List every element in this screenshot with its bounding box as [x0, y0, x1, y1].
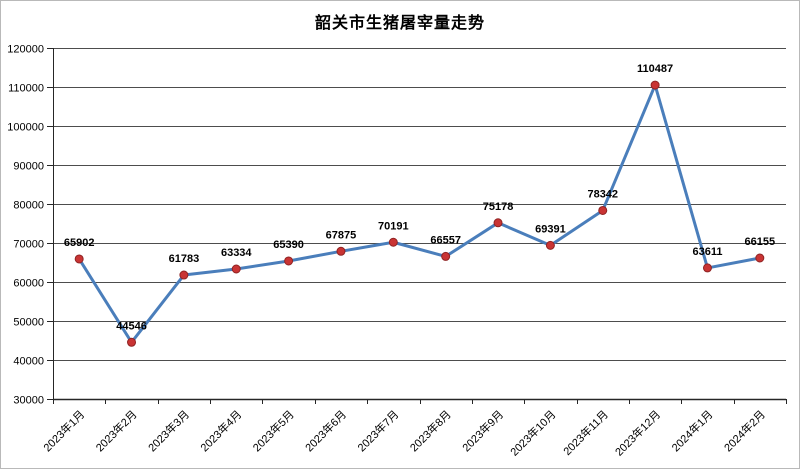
- x-axis-label: 2023年11月: [560, 407, 611, 458]
- data-point: [493, 218, 503, 228]
- data-point: [231, 264, 241, 274]
- y-axis-label: 60000: [13, 278, 44, 290]
- y-axis-label: 80000: [13, 200, 44, 212]
- x-axis-label: 2023年1月: [40, 407, 87, 454]
- data-label: 69391: [535, 223, 566, 235]
- data-point: [702, 263, 712, 273]
- x-axis-label: 2023年8月: [407, 407, 454, 454]
- data-label: 78342: [587, 188, 618, 200]
- y-axis-label: 50000: [13, 317, 44, 329]
- data-point: [179, 270, 189, 280]
- data-point: [441, 251, 451, 261]
- data-point: [755, 253, 765, 263]
- series-line: [77, 83, 762, 344]
- y-axis-label: 110000: [8, 83, 44, 95]
- data-label: 110487: [637, 63, 673, 75]
- data-label: 66155: [745, 236, 776, 248]
- data-label: 70191: [378, 220, 409, 232]
- x-axis-label: 2023年3月: [145, 407, 192, 454]
- data-point: [336, 246, 346, 256]
- x-axis-label: 2023年6月: [302, 407, 349, 454]
- x-axis-label: 2023年5月: [250, 407, 297, 454]
- data-label: 75178: [483, 201, 514, 213]
- x-axis-label: 2024年2月: [721, 407, 768, 454]
- y-axis-label: 40000: [13, 356, 44, 368]
- data-label: 66557: [430, 234, 461, 246]
- x-axis-label: 2023年2月: [93, 407, 140, 454]
- x-axis-label: 2023年9月: [459, 407, 506, 454]
- data-point: [74, 254, 84, 264]
- x-axis-label: 2023年10月: [507, 407, 558, 458]
- y-axis-label: 100000: [7, 122, 44, 134]
- data-label: 67875: [326, 229, 357, 241]
- data-point: [284, 256, 294, 266]
- data-point: [388, 237, 398, 247]
- x-axis-label: 2023年7月: [354, 407, 401, 454]
- y-axis-label: 30000: [13, 395, 44, 407]
- data-point: [127, 337, 137, 347]
- y-axis-label: 120000: [7, 44, 44, 56]
- data-point: [598, 205, 608, 215]
- data-label: 65902: [64, 237, 95, 249]
- data-label: 61783: [169, 253, 200, 265]
- x-axis-label: 2023年4月: [197, 407, 244, 454]
- chart-title: 韶关市生猪屠宰量走势: [314, 15, 485, 32]
- data-label: 63611: [692, 246, 722, 258]
- data-point: [650, 80, 660, 90]
- x-axis-label: 2024年1月: [668, 407, 715, 454]
- y-axis-label: 70000: [13, 239, 44, 251]
- data-label: 65390: [273, 239, 304, 251]
- data-label: 44546: [116, 320, 147, 332]
- y-axis-label: 90000: [13, 161, 44, 173]
- data-point: [545, 240, 555, 250]
- x-axis-label: 2023年12月: [612, 407, 663, 458]
- data-label: 63334: [221, 247, 252, 259]
